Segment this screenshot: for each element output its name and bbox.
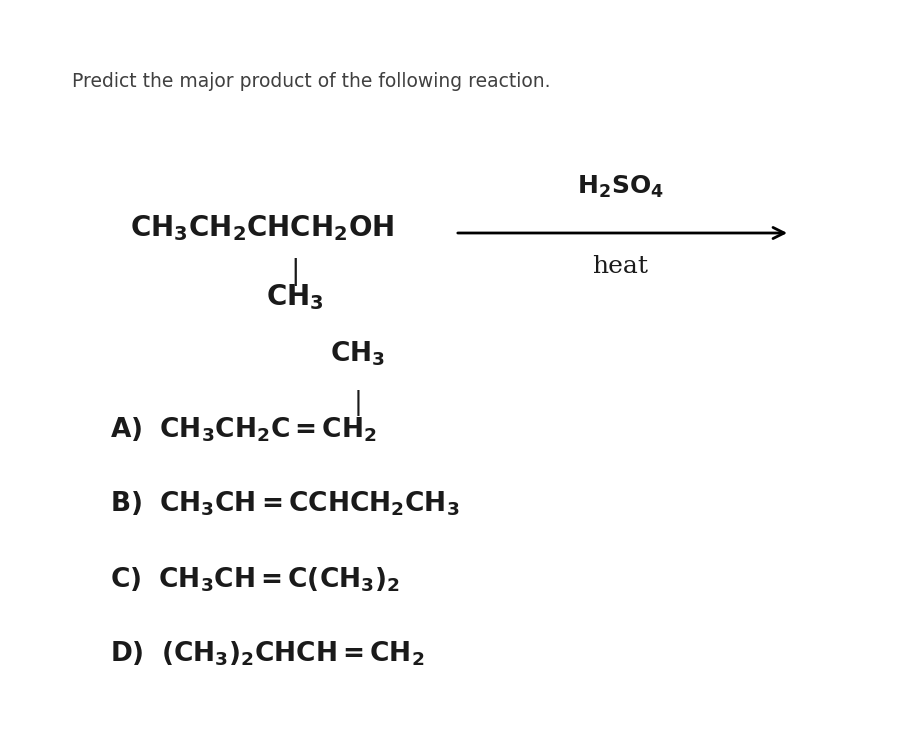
Text: $\mathbf{H_2SO_4}$: $\mathbf{H_2SO_4}$	[576, 174, 663, 200]
Text: heat: heat	[592, 255, 648, 278]
Text: $\mathbf{CH_3}$: $\mathbf{CH_3}$	[331, 340, 386, 368]
Text: $\mathbf{B)\ \ CH_3CH{=}CCHCH_2CH_3}$: $\mathbf{B)\ \ CH_3CH{=}CCHCH_2CH_3}$	[110, 490, 459, 518]
Text: $\mathbf{D)\ \ (CH_3)_2CHCH{=}CH_2}$: $\mathbf{D)\ \ (CH_3)_2CHCH{=}CH_2}$	[110, 640, 425, 669]
Text: $\mathbf{C)\ \ CH_3CH{=}C(CH_3)_2}$: $\mathbf{C)\ \ CH_3CH{=}C(CH_3)_2}$	[110, 565, 400, 593]
Text: Predict the major product of the following reaction.: Predict the major product of the followi…	[72, 72, 551, 91]
Text: |: |	[290, 258, 300, 286]
Text: $\mathbf{CH_3}$: $\mathbf{CH_3}$	[266, 282, 324, 312]
Text: $\mathbf{CH_3CH_2CHCH_2OH}$: $\mathbf{CH_3CH_2CHCH_2OH}$	[130, 213, 394, 243]
Text: $\mathbf{A)\ \ CH_3CH_2C{=}CH_2}$: $\mathbf{A)\ \ CH_3CH_2C{=}CH_2}$	[110, 415, 377, 444]
Text: |: |	[353, 390, 362, 416]
